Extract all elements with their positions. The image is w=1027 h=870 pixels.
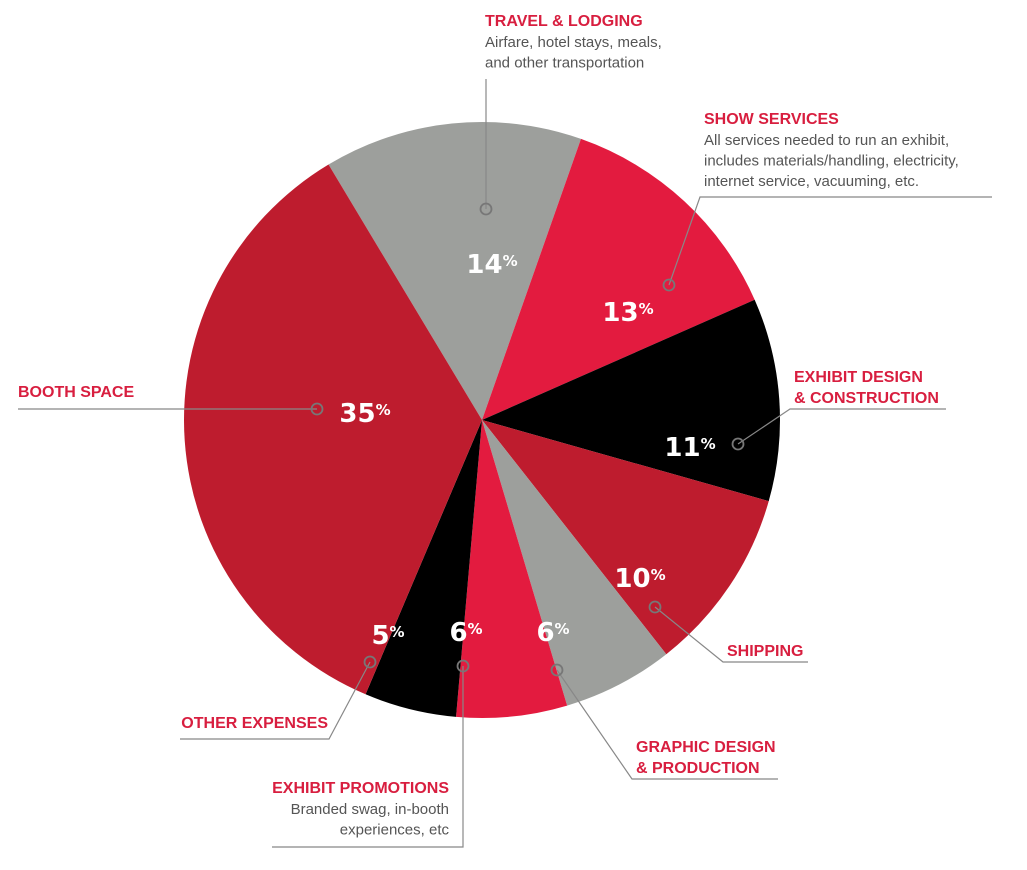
leader-dot-exhibit-promotions <box>456 659 470 673</box>
leader-dot-other-expenses <box>363 655 377 669</box>
leader-line-other-expenses <box>180 661 371 740</box>
leader-dot-graphic-design-and-production <box>550 663 564 677</box>
callout-title-exhibit-design-and-construction: & CONSTRUCTION <box>794 390 939 407</box>
percent-label-show-services: 13% <box>602 298 653 328</box>
callout-title-shipping: SHIPPING <box>727 643 803 660</box>
callout-travel-and-lodging: TRAVEL & LODGING Airfare, hotel stays, me… <box>485 13 662 72</box>
leader-dot-exhibit-design-and-construction <box>731 437 745 451</box>
leader-dot-show-services <box>662 278 676 292</box>
callout-description-show-services: All services needed to run an exhibit, <box>704 132 949 149</box>
slice-travel-and-lodging <box>328 121 581 421</box>
callout-description-travel-and-lodging: Airfare, hotel stays, meals, <box>485 34 662 51</box>
callout-exhibit-promotions: EXHIBIT PROMOTIONS Branded swag, in-booth… <box>272 780 449 839</box>
leader-dot-shipping <box>648 600 662 614</box>
slice-graphic-design-and-production <box>482 420 667 706</box>
percent-label-graphic-design-and-production: 6% <box>536 618 569 648</box>
slice-booth-space <box>183 164 482 695</box>
slice-shipping <box>482 420 769 655</box>
callout-other-expenses: OTHER EXPENSES <box>181 715 328 732</box>
callout-title-graphic-design-and-production: & PRODUCTION <box>636 760 760 777</box>
percent-label-exhibit-design-and-construction: 11% <box>664 433 715 463</box>
callout-description-exhibit-promotions: experiences, etc <box>340 822 450 839</box>
callout-booth-space: BOOTH SPACE <box>18 384 134 401</box>
callout-description-exhibit-promotions: Branded swag, in-booth <box>291 801 449 818</box>
leader-dot-booth-space <box>310 402 324 416</box>
leader-line-exhibit-promotions <box>272 666 464 848</box>
percent-label-exhibit-promotions: 6% <box>449 618 482 648</box>
callout-title-graphic-design-and-production: GRAPHIC DESIGN <box>636 739 776 756</box>
callout-shipping: SHIPPING <box>727 643 803 660</box>
leader-lines <box>18 79 992 848</box>
leader-line-shipping <box>654 606 808 663</box>
callout-show-services: SHOW SERVICES All services needed to run … <box>704 111 959 190</box>
callout-title-exhibit-promotions: EXHIBIT PROMOTIONS <box>272 780 449 797</box>
pie-slices <box>183 121 781 719</box>
leader-line-exhibit-design-and-construction <box>737 408 946 445</box>
slice-callouts: TRAVEL & LODGING Airfare, hotel stays, me… <box>18 13 959 839</box>
percent-labels: 14% 13% 11% 10% 6% 6% 5% 35% <box>339 250 715 651</box>
slice-other-expenses <box>365 420 482 717</box>
leader-line-graphic-design-and-production <box>556 669 778 780</box>
slice-show-services <box>482 138 755 421</box>
callout-graphic-design-and-production: GRAPHIC DESIGN & PRODUCTION <box>636 739 776 777</box>
callout-title-exhibit-design-and-construction: EXHIBIT DESIGN <box>794 369 923 386</box>
callout-exhibit-design-and-construction: EXHIBIT DESIGN & CONSTRUCTION <box>794 369 939 407</box>
callout-description-show-services: includes materials/handling, electricity… <box>704 153 959 170</box>
callout-title-other-expenses: OTHER EXPENSES <box>181 715 328 732</box>
percent-label-other-expenses: 5% <box>371 621 404 651</box>
callout-description-travel-and-lodging: and other transportation <box>485 55 644 72</box>
slice-exhibit-design-and-construction <box>482 299 781 502</box>
leader-dot-travel-and-lodging <box>479 202 493 216</box>
percent-label-shipping: 10% <box>614 564 665 594</box>
callout-title-booth-space: BOOTH SPACE <box>18 384 134 401</box>
percent-label-booth-space: 35% <box>339 399 390 429</box>
slice-exhibit-promotions <box>456 420 568 719</box>
callout-title-show-services: SHOW SERVICES <box>704 111 839 128</box>
percent-label-travel-and-lodging: 14% <box>466 250 517 280</box>
leader-line-show-services <box>668 196 992 286</box>
callout-title-travel-and-lodging: TRAVEL & LODGING <box>485 13 643 30</box>
callout-description-show-services: internet service, vacuuming, etc. <box>704 173 919 190</box>
